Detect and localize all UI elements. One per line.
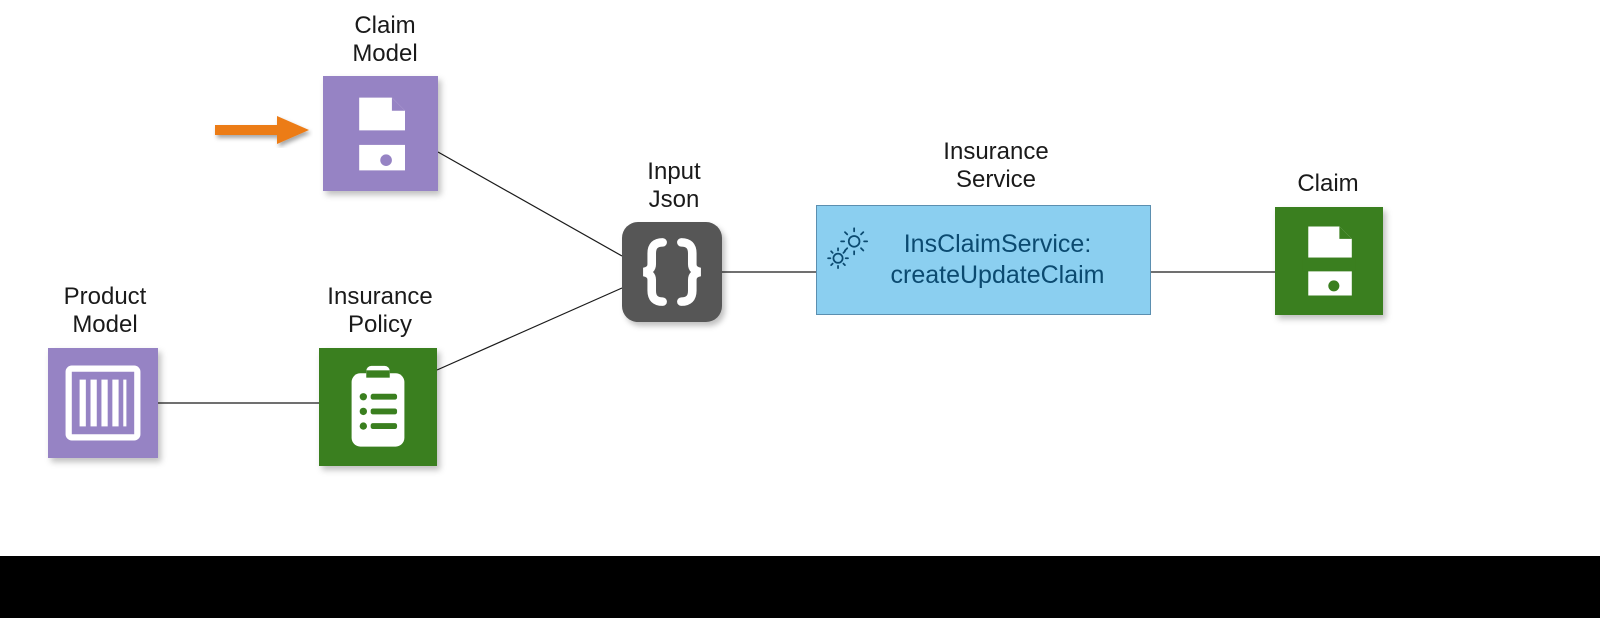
input-json-tile	[622, 222, 722, 322]
insurance-policy-label: Insurance Policy	[300, 283, 460, 338]
label-text: Policy	[348, 311, 412, 338]
claim-tile	[1275, 207, 1383, 315]
barcode-icon	[64, 364, 142, 442]
gears-icon	[825, 226, 871, 272]
clipboard-icon	[340, 363, 416, 451]
label-text: Claim	[1297, 170, 1358, 197]
service-text-line: InsClaimService:	[904, 230, 1092, 258]
label-text: Claim	[354, 12, 415, 39]
label-text: Input	[647, 158, 700, 185]
edge-line	[437, 288, 622, 370]
label-text: Json	[649, 186, 700, 213]
label-text: Insurance	[327, 283, 432, 310]
claim-model-label: Claim Model	[320, 12, 450, 67]
product-model-label: Product Model	[40, 283, 170, 338]
claim-model-tile	[323, 76, 438, 191]
label-text: Insurance	[943, 138, 1048, 165]
label-text: Service	[956, 166, 1036, 193]
money-doc-icon	[1294, 223, 1364, 299]
product-model-tile	[48, 348, 158, 458]
insurance-policy-tile	[319, 348, 437, 466]
insurance-service-label: Insurance Service	[851, 138, 1141, 193]
diagram-stage: Product Model Claim Model	[0, 0, 1600, 618]
pointer-arrow-icon	[213, 112, 313, 148]
footer-black-bar	[0, 556, 1600, 618]
insurance-service-box: InsClaimService: createUpdateClaim	[816, 205, 1151, 315]
label-text: Model	[352, 40, 417, 67]
input-json-label: Input Json	[614, 158, 734, 213]
braces-icon	[633, 233, 711, 311]
money-doc-icon	[344, 94, 418, 174]
label-text: Product	[64, 283, 147, 310]
service-text-line: createUpdateClaim	[891, 261, 1105, 289]
claim-label: Claim	[1268, 170, 1388, 198]
label-text: Model	[72, 311, 137, 338]
edge-line	[438, 152, 622, 256]
insurance-service-text: InsClaimService: createUpdateClaim	[891, 229, 1105, 292]
